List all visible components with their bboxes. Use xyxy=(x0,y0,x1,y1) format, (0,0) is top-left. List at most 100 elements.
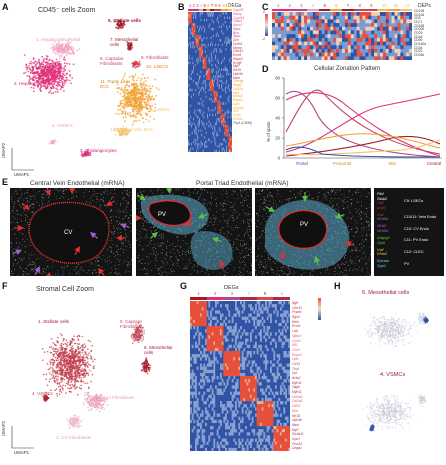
umap-point xyxy=(79,372,81,375)
heatmap-cell xyxy=(270,313,272,317)
umap-point xyxy=(60,344,63,347)
heatmap-cell xyxy=(201,122,203,126)
umap-f-label-capsule: 5. Capsule Fibroblasts xyxy=(120,319,143,329)
umap-point xyxy=(64,362,67,365)
umap-point xyxy=(155,87,158,89)
heatmap-cell xyxy=(213,136,215,139)
umap-point xyxy=(70,362,72,365)
umap-point xyxy=(136,62,139,65)
heatmap-cell xyxy=(200,316,202,320)
umap-point xyxy=(65,382,68,385)
heatmap-cell xyxy=(344,34,349,39)
umap-point xyxy=(56,61,59,64)
heatmap-cell xyxy=(207,12,208,15)
heatmap-cell xyxy=(220,95,222,99)
heatmap-cell xyxy=(286,26,290,31)
umap-point xyxy=(117,86,120,89)
heatmap-cell xyxy=(256,347,259,352)
heatmap-cell xyxy=(202,25,204,29)
umap-point xyxy=(132,113,135,116)
cluster-number: 5 xyxy=(203,3,206,8)
heatmap-cell xyxy=(255,304,257,308)
heatmap-cell xyxy=(298,34,302,39)
heatmap-cell xyxy=(350,45,354,50)
heatmap-cell xyxy=(195,332,197,336)
heatmap-cell xyxy=(228,310,231,314)
umap-point xyxy=(50,140,52,143)
umap-point xyxy=(119,102,122,105)
umap-point xyxy=(60,77,63,80)
umap-point xyxy=(78,335,81,338)
heatmap-cell xyxy=(191,88,193,92)
heatmap-cell xyxy=(196,326,199,330)
heatmap-cell xyxy=(198,124,200,128)
heatmap-cell xyxy=(228,111,230,114)
umap-point xyxy=(80,420,83,422)
heatmap-cell xyxy=(400,52,404,57)
heatmap-cell xyxy=(192,34,194,38)
heatmap-cell xyxy=(215,120,217,123)
heatmap-cell xyxy=(206,18,208,22)
umap-point xyxy=(70,387,73,389)
heatmap-cell xyxy=(365,19,369,24)
heatmap-cell xyxy=(203,304,206,308)
heatmap-cell xyxy=(256,301,259,305)
heatmap-cell xyxy=(192,61,194,65)
cluster-number: 12 xyxy=(405,3,410,8)
heatmap-cell xyxy=(211,12,213,15)
heatmap-cell xyxy=(221,12,223,15)
heatmap-cell xyxy=(397,52,401,57)
heatmap-cell xyxy=(206,335,209,339)
heatmap-cell xyxy=(295,37,299,42)
heatmap-cell xyxy=(188,43,189,47)
umap-point xyxy=(67,354,70,356)
heatmap-cell xyxy=(229,140,230,144)
umap-point xyxy=(81,373,84,375)
heatmap-cell xyxy=(211,79,213,83)
heatmap-cell xyxy=(272,15,276,20)
heatmap-cell xyxy=(198,39,200,42)
heatmap-cell xyxy=(205,319,207,324)
heatmap-cell xyxy=(195,140,197,144)
heatmap-cell xyxy=(204,140,206,144)
heatmap-cell xyxy=(195,88,197,92)
d-series-line xyxy=(285,92,441,157)
heatmap-cell xyxy=(301,15,305,20)
umap-point xyxy=(70,418,72,420)
umap-point xyxy=(121,78,124,80)
heatmap-cell xyxy=(266,326,269,330)
heatmap-cell xyxy=(256,319,259,324)
heatmap-cell xyxy=(204,61,206,65)
umap-point xyxy=(58,354,61,357)
heatmap-cell xyxy=(199,77,200,80)
heatmap-cell xyxy=(196,344,199,349)
heatmap-cell xyxy=(213,109,215,112)
heatmap-cell xyxy=(199,48,201,51)
umap-point xyxy=(62,337,65,340)
heatmap-cell xyxy=(231,36,232,40)
umap-point xyxy=(145,118,148,121)
umap-point xyxy=(95,397,97,399)
heatmap-cell xyxy=(347,34,351,39)
heatmap-cell xyxy=(382,12,386,16)
heatmap-cell xyxy=(206,344,209,349)
heatmap-cell xyxy=(374,34,378,39)
heatmap-cell xyxy=(226,307,229,311)
heatmap-cell xyxy=(235,335,237,339)
gene-label: Vwf xyxy=(233,90,239,95)
heatmap-cell xyxy=(196,127,197,130)
heatmap-cell xyxy=(204,57,206,60)
umap-point xyxy=(31,69,34,72)
umap-point xyxy=(57,363,59,366)
heatmap-cell xyxy=(199,45,201,49)
umap-point xyxy=(48,91,50,94)
heatmap-cell xyxy=(350,34,354,39)
umap-point xyxy=(78,426,81,428)
umap-point xyxy=(58,79,61,82)
umap-point xyxy=(87,396,90,398)
umap-point xyxy=(47,393,50,396)
umap-point xyxy=(127,130,130,133)
umap-point xyxy=(128,114,131,117)
umap-point xyxy=(42,71,45,74)
umap-point xyxy=(42,359,44,361)
